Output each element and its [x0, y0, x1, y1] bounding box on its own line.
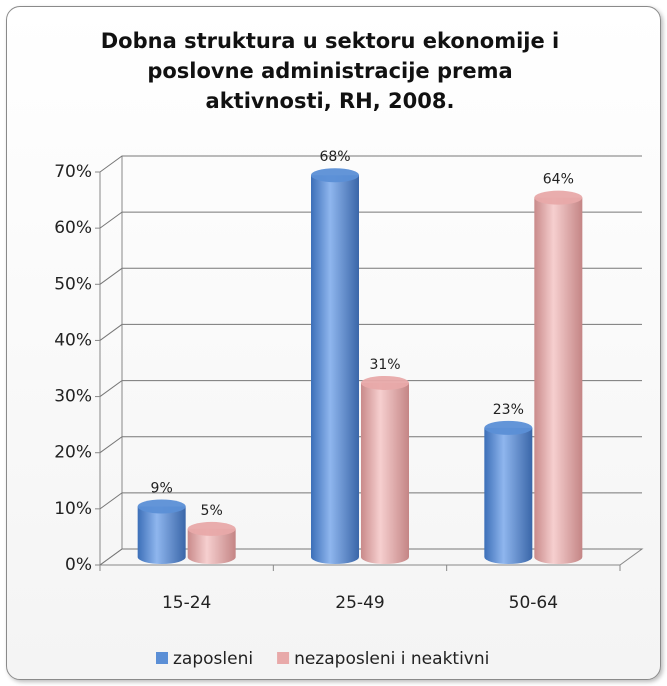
value-label: 9% [151, 480, 173, 496]
y-tick-label: 70% [54, 162, 92, 182]
y-tick-label: 50% [54, 274, 92, 294]
bar [187, 521, 236, 565]
grid-line [99, 492, 642, 510]
bar [534, 190, 583, 565]
y-tick-label: 20% [54, 443, 92, 463]
grid-line [99, 548, 642, 566]
grid-line [99, 436, 642, 454]
x-tick-label: 25-49 [335, 593, 384, 613]
chart-title: Dobna struktura u sektoru ekonomije i po… [100, 29, 560, 113]
value-label: 23% [493, 402, 524, 418]
y-tick-label: 40% [54, 330, 92, 350]
y-tick-label: 10% [54, 499, 92, 519]
y-tick-label: 30% [54, 387, 92, 407]
x-tick-label: 15-24 [162, 593, 211, 613]
value-label: 31% [369, 357, 400, 373]
grid-line [99, 267, 642, 285]
grid-line [99, 211, 642, 229]
value-label: 5% [201, 503, 223, 519]
bar [361, 375, 409, 564]
legend-swatch [277, 652, 290, 664]
x-tick-label: 50-64 [509, 593, 558, 613]
bar [311, 168, 359, 564]
grid-line [99, 155, 642, 173]
legend-label: nezaposleni i neaktivni [294, 649, 489, 669]
grid-line [99, 380, 642, 397]
legend-swatch [156, 652, 168, 664]
bar [137, 499, 186, 565]
value-label: 68% [319, 149, 350, 165]
legend-label: zaposleni [173, 649, 253, 669]
value-label: 64% [543, 172, 574, 188]
y-tick-label: 60% [54, 218, 92, 238]
bar [484, 420, 533, 564]
y-tick-label: 0% [65, 555, 92, 575]
grid-line [99, 323, 642, 341]
